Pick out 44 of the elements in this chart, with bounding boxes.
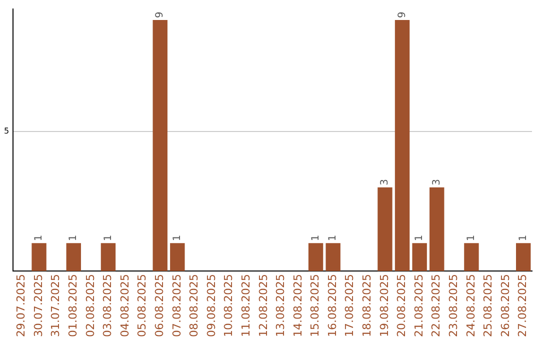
x-tick-label: 16.08.2025 (326, 274, 339, 338)
data-label: 1 (466, 234, 478, 242)
x-tick-label: 29.07.2025 (14, 274, 28, 338)
x-tick-label: 30.07.2025 (32, 274, 45, 338)
x-tick-label: 11.08.2025 (239, 274, 252, 338)
x-tick-label: 31.07.2025 (49, 274, 62, 338)
x-tick-label: 26.08.2025 (498, 274, 512, 338)
x-tick-label: 12.08.2025 (256, 274, 270, 338)
x-tick-label: 10.08.2025 (222, 274, 236, 338)
data-label: 1 (34, 234, 45, 242)
data-label: 1 (310, 234, 322, 242)
x-tick-label: 23.08.2025 (447, 274, 460, 338)
data-label: 1 (518, 234, 529, 242)
x-tick-label: 27.08.2025 (516, 274, 530, 338)
x-tick-label: 17.08.2025 (343, 274, 356, 338)
y-tick-label: 5 (4, 126, 10, 136)
data-label: 3 (380, 178, 391, 186)
data-label: 1 (328, 234, 339, 242)
x-tick-label: 25.08.2025 (482, 274, 495, 338)
data-label: 1 (172, 234, 184, 242)
data-label: 9 (154, 12, 166, 18)
x-tick-label: 08.08.2025 (188, 274, 201, 338)
data-label: 1 (102, 234, 114, 242)
x-tick-label: 19.08.2025 (378, 274, 391, 338)
x-tick-label: 13.08.2025 (274, 274, 288, 338)
data-label: 3 (431, 178, 442, 186)
x-tick-label: 14.08.2025 (291, 274, 304, 338)
x-tick-label: 03.08.2025 (101, 274, 114, 338)
x-tick-label: 05.08.2025 (136, 274, 149, 338)
data-label: 9 (396, 12, 408, 18)
x-tick-label: 06.08.2025 (152, 274, 166, 338)
x-tick-label: 01.08.2025 (66, 274, 80, 338)
x-tick-label: 04.08.2025 (118, 274, 132, 338)
x-tick-label: 24.08.2025 (464, 274, 478, 338)
data-label: 1 (68, 234, 80, 242)
x-tick-label: 20.08.2025 (395, 274, 408, 338)
x-tick-label: 07.08.2025 (170, 274, 184, 338)
x-tick-label: 02.08.2025 (84, 274, 97, 338)
x-tick-label: 15.08.2025 (308, 274, 322, 338)
data-label: 1 (414, 234, 426, 242)
x-tick-label: 09.08.2025 (204, 274, 218, 338)
x-tick-label: 18.08.2025 (360, 274, 374, 338)
x-tick-label: 22.08.2025 (430, 274, 443, 338)
x-tick-label: 21.08.2025 (412, 274, 426, 338)
